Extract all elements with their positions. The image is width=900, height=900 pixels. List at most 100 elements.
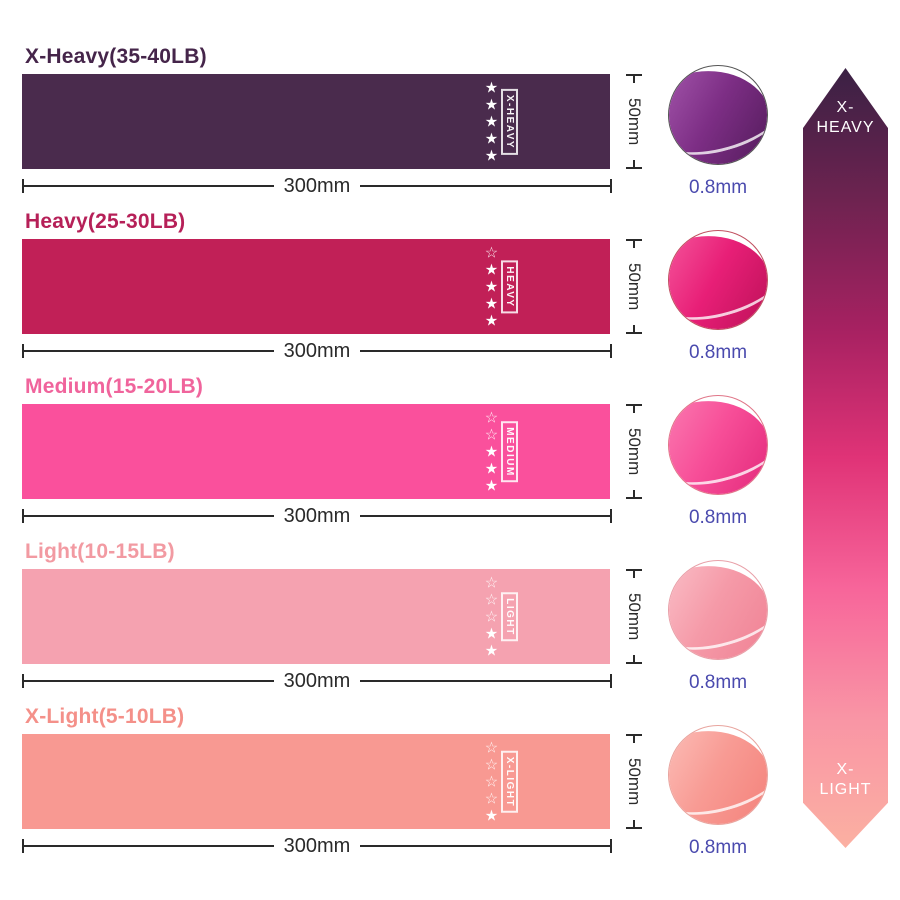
width-measurement-label: 300mm — [283, 339, 351, 362]
resistance-band: ☆ ☆ ☆ ★ ★ LIGHT — [22, 569, 610, 664]
measure-tick-right-icon — [610, 179, 613, 193]
band-strength-tag-text: HEAVY — [504, 265, 515, 308]
band-strength-tag: X-HEAVY — [501, 88, 518, 155]
strength-stars: ☆ ☆ ☆ ★ ★ — [482, 574, 501, 659]
height-measurement-label: 50mm — [625, 262, 644, 311]
star-empty-icon: ☆ — [484, 608, 499, 625]
scale-arrow-bottom-label: X- LIGHT — [803, 760, 888, 800]
width-measurement: 300mm — [22, 339, 613, 362]
star-filled-icon: ★ — [484, 295, 499, 312]
width-measurement-label: 300mm — [283, 669, 351, 692]
star-filled-icon: ★ — [484, 312, 499, 329]
star-empty-icon: ☆ — [484, 574, 499, 591]
star-empty-icon: ☆ — [484, 739, 499, 756]
resistance-band: ★ ★ ★ ★ ★ X-HEAVY — [22, 74, 610, 169]
resistance-band: ☆ ★ ★ ★ ★ HEAVY — [22, 239, 610, 334]
band-section: Medium(15-20LB) ☆ ☆ ★ ★ ★ MEDIUM 50mm 300mm … — [0, 375, 900, 540]
measure-tick-top-icon — [626, 569, 642, 571]
band-section: X-Light(5-10LB) ☆ ☆ ☆ ☆ ★ X-LIGHT 50mm 300mm… — [0, 705, 900, 870]
band-strength-tag: HEAVY — [501, 259, 518, 314]
star-empty-icon: ☆ — [484, 591, 499, 608]
width-measurement-label: 300mm — [283, 174, 351, 197]
width-measurement: 300mm — [22, 834, 613, 857]
strength-stars: ☆ ☆ ☆ ☆ ★ — [482, 739, 501, 824]
strength-stars: ☆ ★ ★ ★ ★ — [482, 244, 501, 329]
scale-arrow-top-line2: HEAVY — [816, 119, 875, 136]
measure-line — [24, 680, 274, 682]
band-section: Light(10-15LB) ☆ ☆ ☆ ★ ★ LIGHT 50mm 300mm 0.… — [0, 540, 900, 705]
measure-tick-right-icon — [610, 344, 613, 358]
height-measurement: 50mm — [621, 569, 647, 664]
measure-tick-left-icon — [22, 839, 24, 853]
measure-tick-bottom-icon — [626, 826, 642, 829]
star-empty-icon: ☆ — [484, 409, 499, 426]
height-measurement-label: 50mm — [625, 97, 644, 146]
star-filled-icon: ★ — [484, 261, 499, 278]
measure-line — [360, 350, 611, 352]
measure-tick-top-icon — [626, 734, 642, 736]
resistance-band: ☆ ☆ ★ ★ ★ MEDIUM — [22, 404, 610, 499]
height-measurement: 50mm — [621, 239, 647, 334]
measure-tick-top-icon — [626, 404, 642, 406]
height-measurement-label: 50mm — [625, 427, 644, 476]
strength-scale-arrow: X- HEAVY X- LIGHT — [803, 68, 888, 848]
measure-line — [24, 515, 274, 517]
strength-stars: ★ ★ ★ ★ ★ — [482, 79, 501, 164]
star-empty-icon: ☆ — [484, 426, 499, 443]
measure-tick-bottom-icon — [626, 661, 642, 664]
thickness-label: 0.8mm — [688, 342, 748, 363]
band-strength-tag-text: MEDIUM — [504, 426, 515, 477]
width-measurement: 300mm — [22, 504, 613, 527]
scale-arrow-bottom-line1: X- — [836, 761, 855, 778]
band-fold-photo — [668, 230, 768, 330]
height-measurement: 50mm — [621, 734, 647, 829]
star-filled-icon: ★ — [484, 79, 499, 96]
scale-arrow-top-label: X- HEAVY — [803, 98, 888, 138]
band-section: X-Heavy(35-40LB) ★ ★ ★ ★ ★ X-HEAVY 50mm 300m… — [0, 45, 900, 210]
star-filled-icon: ★ — [484, 642, 499, 659]
measure-line — [24, 185, 274, 187]
measure-tick-top-icon — [626, 74, 642, 76]
height-measurement-label: 50mm — [625, 592, 644, 641]
width-measurement-label: 300mm — [283, 504, 351, 527]
height-measurement: 50mm — [621, 404, 647, 499]
thickness-label: 0.8mm — [688, 507, 748, 528]
width-measurement: 300mm — [22, 669, 613, 692]
band-title: X-Heavy(35-40LB) — [25, 45, 207, 68]
height-measurement-label: 50mm — [625, 757, 644, 806]
width-measurement-label: 300mm — [283, 834, 351, 857]
band-section: Heavy(25-30LB) ☆ ★ ★ ★ ★ HEAVY 50mm 300mm 0.… — [0, 210, 900, 375]
band-title: Heavy(25-30LB) — [25, 210, 186, 233]
thickness-label: 0.8mm — [688, 672, 748, 693]
star-filled-icon: ★ — [484, 147, 499, 164]
measure-line — [360, 680, 611, 682]
measure-tick-bottom-icon — [626, 496, 642, 499]
star-filled-icon: ★ — [484, 130, 499, 147]
band-fold-photo — [668, 725, 768, 825]
measure-tick-bottom-icon — [626, 166, 642, 169]
band-title: Medium(15-20LB) — [25, 375, 204, 398]
measure-line — [360, 185, 611, 187]
measure-tick-top-icon — [626, 239, 642, 241]
band-title: X-Light(5-10LB) — [25, 705, 185, 728]
measure-tick-left-icon — [22, 179, 24, 193]
height-measurement: 50mm — [621, 74, 647, 169]
width-measurement: 300mm — [22, 174, 613, 197]
band-fold-photo — [668, 65, 768, 165]
band-strength-tag-text: X-HEAVY — [504, 94, 515, 149]
band-strength-tag: LIGHT — [501, 591, 518, 642]
measure-line — [360, 515, 611, 517]
measure-tick-right-icon — [610, 839, 613, 853]
measure-line — [24, 350, 274, 352]
band-strength-tag-text: X-LIGHT — [504, 756, 515, 807]
strength-stars: ☆ ☆ ★ ★ ★ — [482, 409, 501, 494]
star-filled-icon: ★ — [484, 113, 499, 130]
measure-tick-left-icon — [22, 509, 24, 523]
measure-tick-left-icon — [22, 674, 24, 688]
scale-arrow-bottom-line2: LIGHT — [819, 781, 872, 798]
measure-tick-right-icon — [610, 674, 613, 688]
star-filled-icon: ★ — [484, 625, 499, 642]
band-strength-tag: MEDIUM — [501, 420, 518, 483]
band-strength-tag-text: LIGHT — [504, 597, 515, 636]
